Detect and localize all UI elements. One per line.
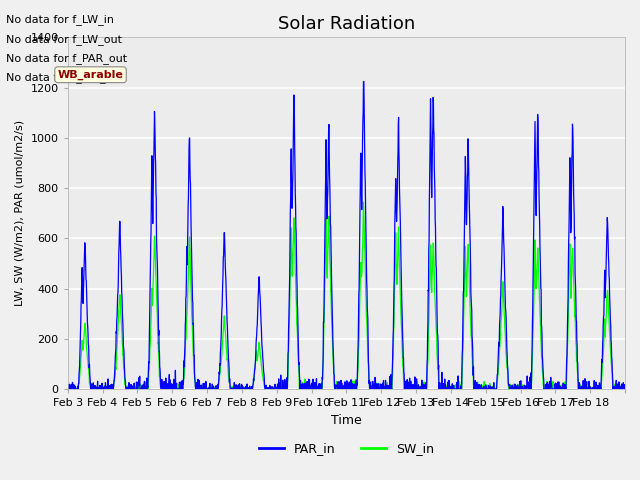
Text: No data for f_LW_out: No data for f_LW_out [6,34,122,45]
PAR_in [591,386,598,392]
SW_in [64,386,72,392]
SW_in [266,386,274,392]
PAR_in [244,385,252,391]
PAR_in [205,386,212,392]
Text: WB_arable: WB_arable [58,70,124,80]
SW_in [205,385,212,391]
Line: SW_in: SW_in [68,202,625,389]
PAR_in [266,383,274,389]
PAR_in [357,150,365,156]
PAR_in [588,386,595,392]
PAR_in [64,386,72,392]
X-axis label: Time: Time [331,414,362,427]
SW_in [621,386,628,392]
Y-axis label: LW, SW (W/m2), PAR (umol/m2/s): LW, SW (W/m2), PAR (umol/m2/s) [15,120,25,306]
SW_in [244,385,252,391]
SW_in [591,386,598,392]
SW_in [588,386,595,392]
Legend: PAR_in, SW_in: PAR_in, SW_in [254,437,438,460]
SW_in [360,199,367,205]
SW_in [357,260,365,265]
PAR_in [360,78,367,84]
Title: Solar Radiation: Solar Radiation [278,15,415,33]
Text: No data for f_SW_out: No data for f_SW_out [6,72,124,83]
Line: PAR_in: PAR_in [68,81,625,389]
Text: No data for f_LW_in: No data for f_LW_in [6,14,115,25]
Text: No data for f_PAR_out: No data for f_PAR_out [6,53,127,64]
PAR_in [621,386,628,392]
